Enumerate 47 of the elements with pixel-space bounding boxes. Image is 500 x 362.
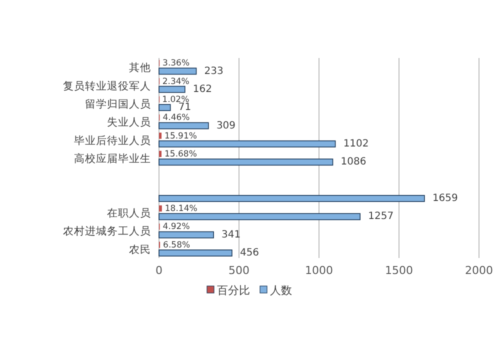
x-tick-label: 500 bbox=[228, 264, 250, 277]
x-tick-label: 2000 bbox=[465, 264, 493, 277]
data-label: 15.91% bbox=[164, 131, 197, 142]
data-label: 1257 bbox=[368, 211, 394, 222]
data-label: 309 bbox=[216, 120, 236, 132]
data-label: 18.14% bbox=[164, 204, 198, 214]
data-label: 456 bbox=[240, 248, 260, 259]
data-label: 15.68% bbox=[164, 150, 197, 160]
y-tick-label: 高校应届毕业生 bbox=[74, 152, 151, 165]
x-tick-label: 1000 bbox=[305, 264, 333, 277]
bar bbox=[158, 122, 209, 130]
data-label: 6.58% bbox=[163, 240, 190, 250]
y-tick-label: 农村进城务工人员 bbox=[63, 224, 151, 238]
x-tick-label: 1500 bbox=[385, 264, 413, 277]
y-tick-label: 复员转业退役军人 bbox=[63, 79, 151, 92]
bar bbox=[158, 213, 361, 220]
legend-label: 百分比 bbox=[217, 284, 250, 297]
data-label: 2.34% bbox=[162, 76, 190, 87]
bar bbox=[159, 205, 162, 212]
data-label: 1102 bbox=[343, 138, 369, 150]
bar bbox=[158, 158, 334, 166]
bar bbox=[159, 150, 162, 157]
data-label: 341 bbox=[222, 229, 241, 240]
y-tick-label: 留学归国人员 bbox=[85, 97, 151, 110]
data-label: 233 bbox=[204, 66, 224, 77]
bar bbox=[158, 231, 214, 238]
data-label: 3.36% bbox=[162, 58, 190, 69]
bar bbox=[158, 86, 186, 93]
y-tick-label: 失业人员 bbox=[107, 116, 151, 129]
bar bbox=[158, 68, 197, 75]
bar bbox=[158, 194, 425, 202]
legend-label: 人数 bbox=[270, 284, 292, 297]
x-tick-label: 0 bbox=[156, 264, 162, 277]
y-tick-label: 农民 bbox=[129, 244, 151, 256]
y-tick-label: 毕业后待业人员 bbox=[74, 134, 151, 147]
data-label: 1086 bbox=[340, 156, 366, 168]
data-label: 71 bbox=[178, 102, 192, 114]
bar bbox=[158, 140, 336, 148]
data-label: 162 bbox=[192, 84, 212, 95]
data-label: 1659 bbox=[432, 193, 458, 204]
data-label: 4.92% bbox=[162, 222, 190, 232]
bar bbox=[158, 104, 171, 112]
data-label: 4.46% bbox=[162, 113, 190, 124]
bar bbox=[158, 250, 232, 256]
y-tick-label: 在职人员 bbox=[107, 208, 151, 220]
y-tick-label: 其他 bbox=[129, 61, 151, 74]
bar bbox=[159, 132, 162, 139]
